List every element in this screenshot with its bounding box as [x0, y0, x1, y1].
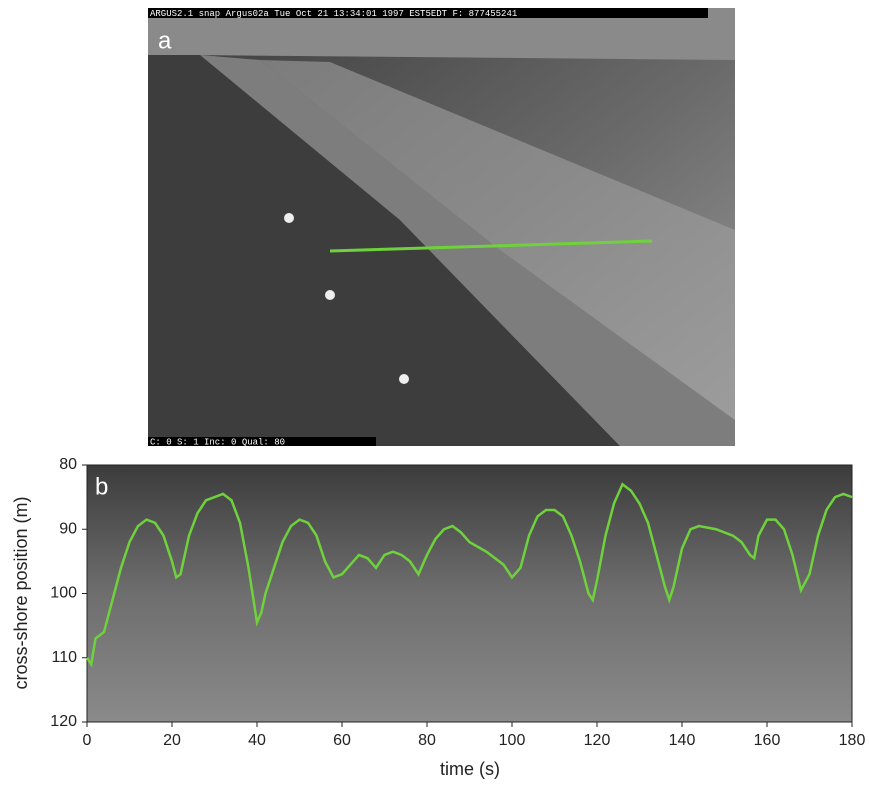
- x-tick-label: 140: [669, 732, 696, 749]
- x-tick-label: 120: [584, 732, 611, 749]
- x-tick-label: 60: [333, 732, 351, 749]
- x-tick-label: 160: [754, 732, 781, 749]
- photo-header: ARGUS2.1 snap Argus02a Tue Oct 21 13:34:…: [150, 9, 517, 19]
- x-tick-label: 80: [418, 732, 436, 749]
- photo-footer: C: 0 S: 1 Inc: 0 Qual: 80: [150, 437, 285, 447]
- panel-label: b: [95, 473, 108, 500]
- y-tick-label: 110: [51, 649, 77, 666]
- y-tick-label: 80: [59, 456, 77, 473]
- x-tick-label: 180: [839, 732, 866, 749]
- y-tick-label: 120: [50, 713, 77, 730]
- panel-label: a: [158, 27, 172, 54]
- x-axis-title: time (s): [440, 759, 500, 779]
- y-tick-label: 90: [59, 520, 77, 537]
- y-axis-title: cross-shore position (m): [11, 496, 31, 689]
- x-tick-label: 0: [83, 732, 92, 749]
- runup-line: [85, 482, 853, 668]
- x-tick-label: 40: [248, 732, 266, 749]
- photo: [148, 8, 735, 446]
- timestack: [87, 465, 852, 722]
- x-tick-label: 20: [163, 732, 181, 749]
- x-tick-label: 100: [499, 732, 526, 749]
- plot-frame: [86, 464, 853, 723]
- y-tick-label: 100: [50, 585, 77, 602]
